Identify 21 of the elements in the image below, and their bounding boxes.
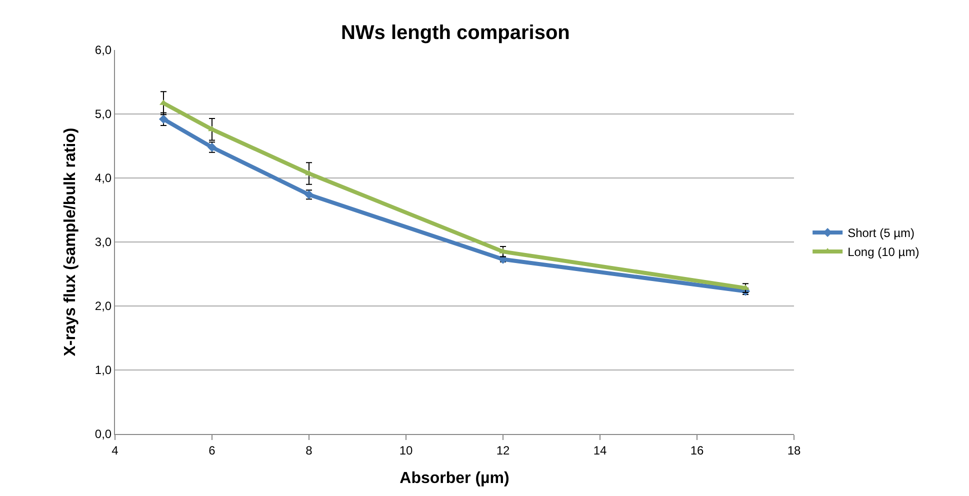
x-tick-label: 16 — [690, 443, 704, 458]
x-tick-label: 8 — [306, 443, 313, 458]
x-tick-label: 14 — [593, 443, 607, 458]
x-tick-label: 6 — [208, 443, 216, 458]
point — [158, 114, 168, 124]
x-tick-label: 18 — [787, 443, 801, 458]
x-tick-label: 10 — [399, 443, 413, 458]
y-tick-label: 0,0 — [94, 427, 112, 442]
legend-label: Long (10 µm) — [848, 245, 920, 260]
y-tick-label: 6,0 — [94, 43, 112, 58]
x-axis-title: Absorber (µm) — [400, 470, 510, 488]
chart-title: NWs length comparison — [340, 22, 570, 44]
y-tick-label: 5,0 — [94, 107, 112, 122]
y-tick-label: 3,0 — [94, 235, 112, 250]
legend-label: Short (5 µm) — [848, 226, 915, 240]
y-tick-label: 1,0 — [94, 363, 112, 378]
x-tick-label: 12 — [496, 443, 510, 458]
y-tick-label: 2,0 — [94, 299, 112, 314]
y-tick-label: 4,0 — [94, 171, 112, 186]
y-axis-title: X-rays flux (sample/bulk ratio) — [62, 128, 79, 356]
x-tick-label: 4 — [112, 443, 119, 458]
